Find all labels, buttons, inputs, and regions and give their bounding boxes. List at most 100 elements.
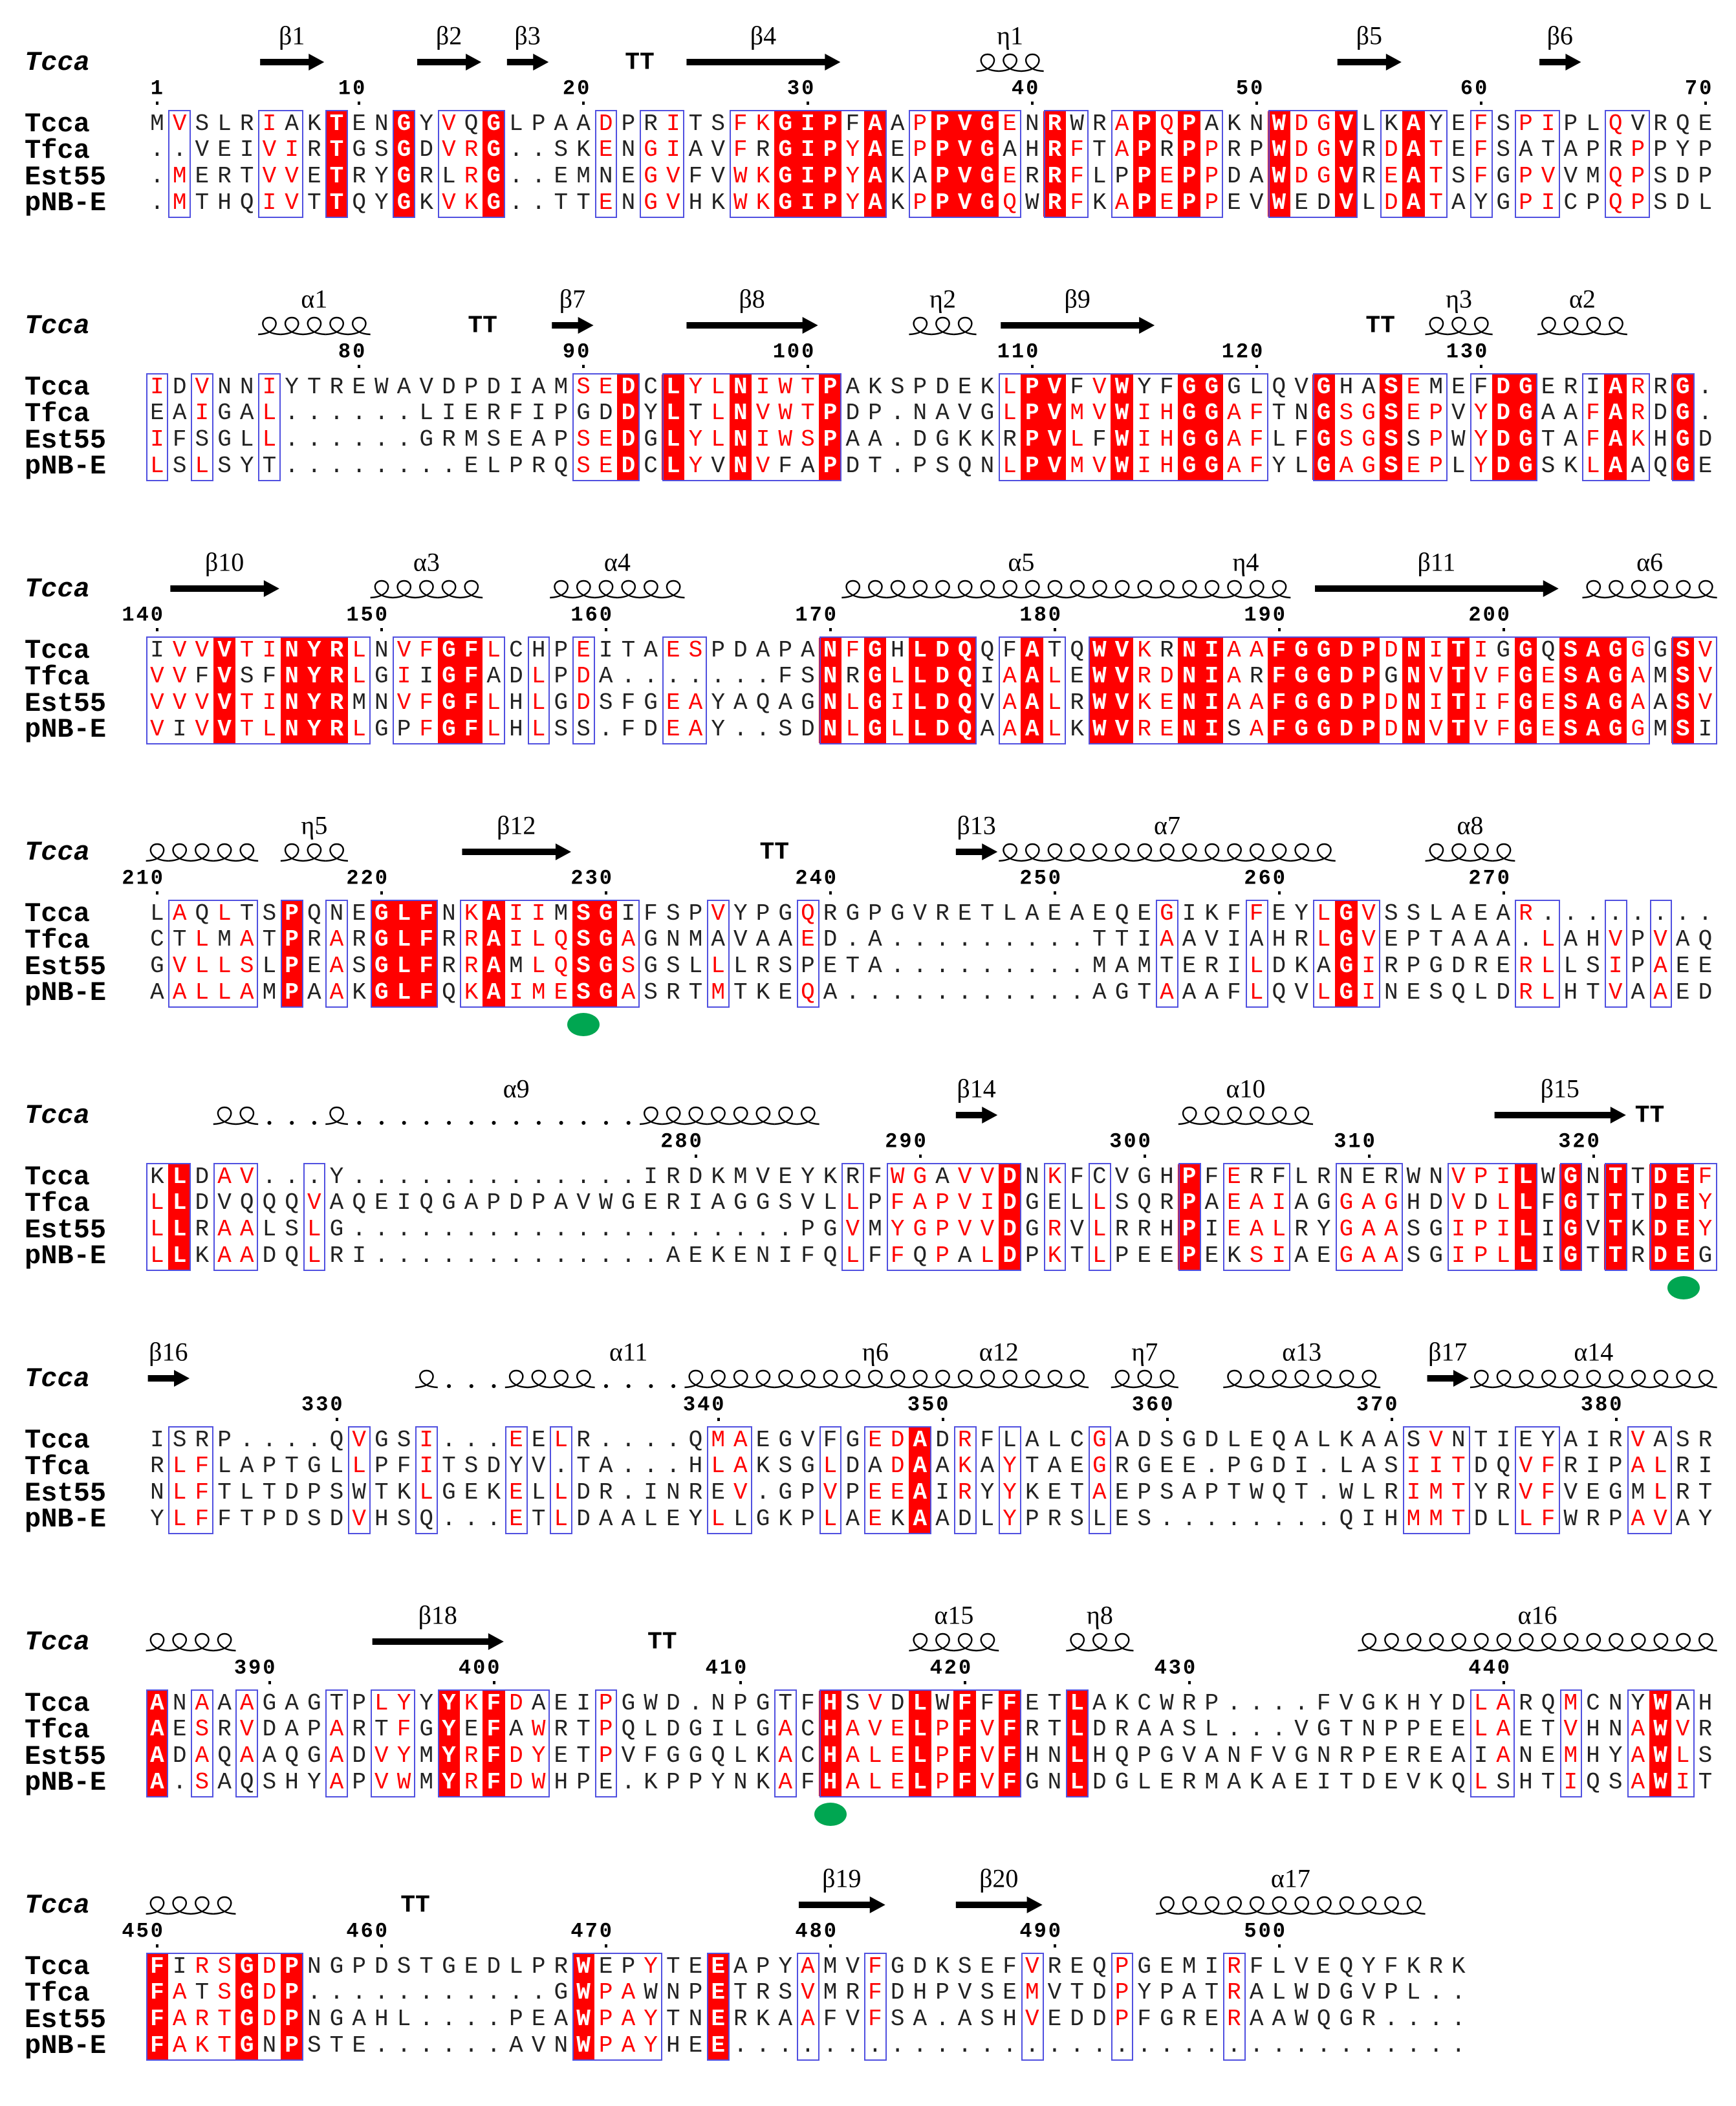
residue: T [1451, 1479, 1466, 1506]
strand-label: β8 [739, 284, 765, 314]
residue: P [1357, 716, 1380, 743]
residue: A [146, 1717, 169, 1744]
alignment-gap: . [1070, 2032, 1084, 2059]
residue: F [733, 136, 748, 164]
alignment-gap: . [374, 426, 389, 453]
residue: A [307, 979, 321, 1006]
residue: I [509, 373, 523, 400]
tick-mark [807, 365, 810, 368]
helix-label: α8 [1457, 810, 1484, 840]
residue: V [666, 190, 680, 216]
residue: M [262, 979, 277, 1006]
residue: H [1563, 979, 1578, 1006]
residue: F [419, 636, 434, 664]
residue: I [890, 689, 905, 717]
residue: S [1559, 637, 1582, 664]
residue: V [213, 664, 236, 691]
residue: L [531, 716, 546, 743]
residue: R [1496, 1479, 1511, 1506]
residue: V [531, 1453, 546, 1480]
residue: G [1335, 900, 1358, 928]
residue: P [1362, 1742, 1376, 1770]
helix-coil [1313, 843, 1336, 862]
residue: L [1519, 1506, 1533, 1532]
residue: D [1383, 136, 1398, 164]
residue: L [1003, 1426, 1017, 1453]
residue: R [1249, 663, 1264, 690]
residue: R [1092, 110, 1107, 137]
residue: L [1451, 453, 1466, 479]
helix-label: α3 [413, 547, 440, 577]
residue: N [729, 453, 752, 480]
residue: A [1383, 1216, 1398, 1243]
residue: K [1070, 716, 1084, 743]
residue: A [554, 2006, 569, 2033]
residue: T [688, 400, 703, 427]
residue: T [325, 111, 348, 138]
residue: L [1272, 1216, 1286, 1243]
helix-coil [191, 843, 213, 862]
position-tick-label: 20 [562, 76, 592, 101]
residue: P [935, 1769, 949, 1796]
residue: T [442, 1453, 456, 1480]
residue: M [1653, 716, 1667, 743]
residue: V [285, 190, 299, 216]
residue: L [1541, 979, 1556, 1006]
alignment-gap: . [644, 1243, 658, 1269]
residue: G [644, 426, 658, 453]
position-tick-label: 350 [907, 1393, 951, 1417]
residue: K [1137, 636, 1152, 664]
residue: Y [711, 1769, 725, 1796]
residue: D [262, 2006, 277, 2033]
residue: P [280, 979, 303, 1006]
alignment-gap: . [531, 190, 546, 216]
residue: W [1249, 1479, 1264, 1506]
residue: H [1653, 426, 1667, 453]
position-tick-label: 240 [795, 866, 838, 891]
residue: Y [303, 664, 326, 691]
residue: D [352, 1742, 366, 1770]
residue: V [980, 1716, 995, 1743]
residue: V [1043, 374, 1066, 401]
alignment-gap: . [890, 2032, 905, 2059]
helix-coil [1537, 1633, 1560, 1652]
residue: I [1204, 1216, 1219, 1243]
residue: A [217, 1163, 232, 1190]
residue: Q [195, 900, 210, 927]
residue: F [415, 900, 438, 928]
residue: D [576, 663, 591, 690]
residue: H [688, 190, 703, 216]
residue: P [1204, 136, 1219, 164]
residue: N [1586, 1163, 1600, 1190]
residue: G [554, 689, 569, 717]
residue: A [980, 1453, 995, 1480]
residue: M [1182, 1953, 1197, 1980]
residue: R [1563, 373, 1578, 400]
residue: E [1294, 190, 1308, 216]
residue: P [1204, 1479, 1219, 1506]
residue: I [598, 636, 613, 664]
residue: A [1362, 1453, 1376, 1480]
residue: H [1272, 926, 1286, 953]
residue: N [819, 689, 841, 717]
residue: K [980, 373, 995, 400]
residue: H [285, 1769, 299, 1796]
alignment-gap: . [913, 953, 928, 980]
residue: T [1604, 1164, 1627, 1191]
residue: P [1429, 426, 1443, 453]
residue: S [1671, 716, 1695, 743]
residue: F [1249, 426, 1264, 453]
residue: K [1047, 1243, 1062, 1269]
tick-mark [380, 891, 383, 895]
residue: V [953, 190, 977, 217]
residue: I [688, 1189, 703, 1217]
residue: Q [352, 190, 366, 216]
residue: E [801, 926, 815, 953]
residue: T [980, 900, 995, 927]
residue: A [531, 1689, 546, 1717]
residue: T [1160, 953, 1174, 980]
residue: T [1272, 400, 1286, 427]
residue: I [1473, 689, 1488, 717]
residue: V [1043, 400, 1066, 428]
